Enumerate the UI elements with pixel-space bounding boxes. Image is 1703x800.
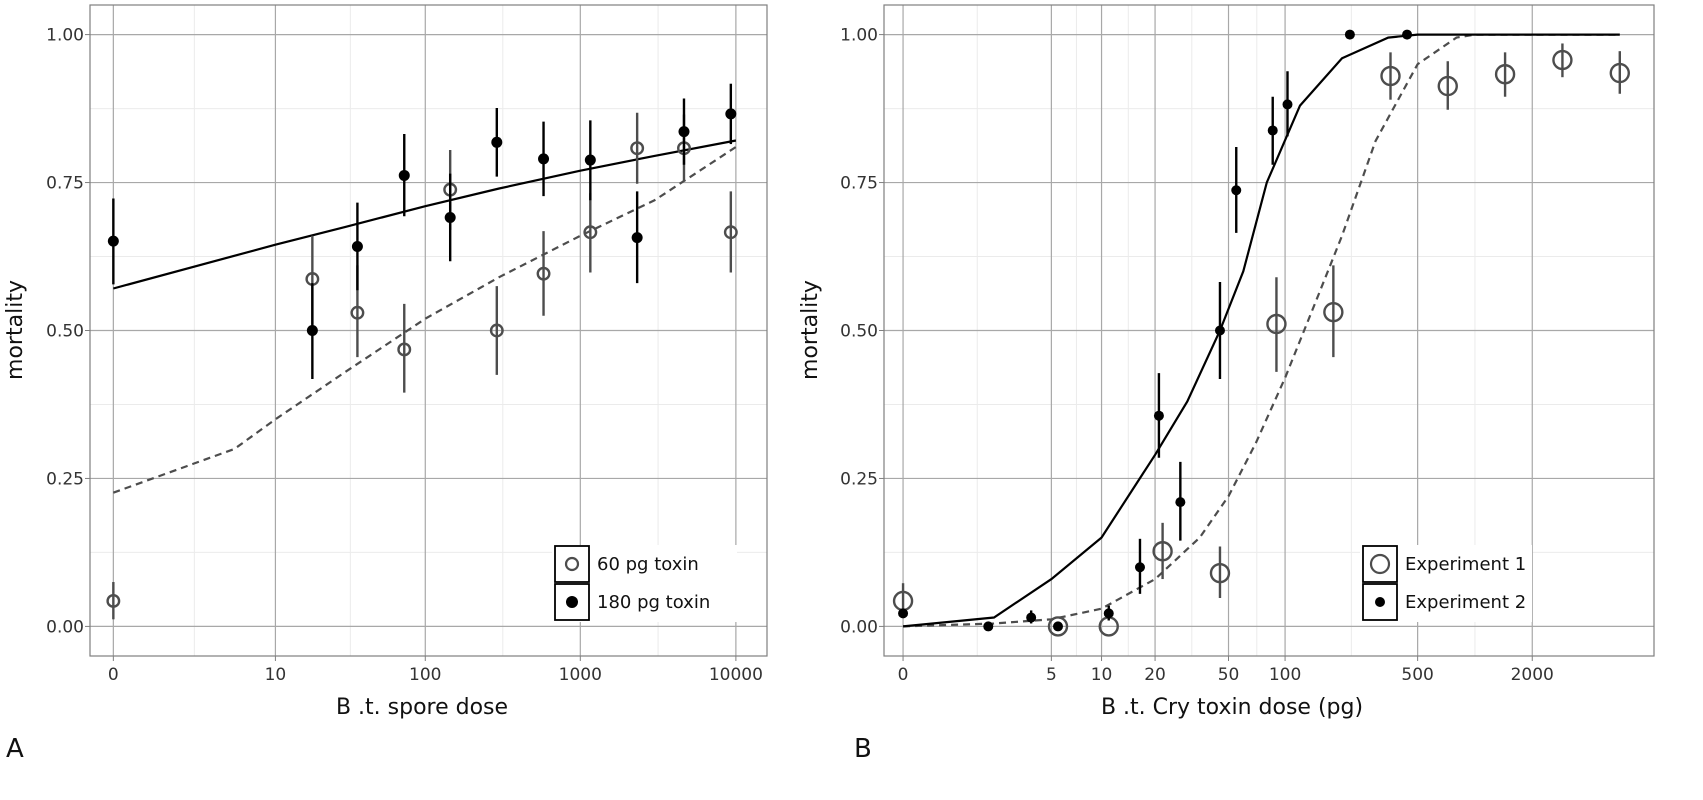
data-point-open — [892, 590, 914, 612]
y-tick-label: 0.25 — [840, 469, 878, 489]
data-point-filled — [1026, 612, 1037, 623]
data-point-filled — [1175, 497, 1186, 508]
x-axis-title: B .t. Cry toxin dose (pg) — [1101, 695, 1363, 720]
legend-marker-filled — [566, 596, 578, 608]
legend-label: Experiment 1 — [1405, 554, 1526, 575]
data-point-filled — [1153, 410, 1164, 421]
legend-marker-open — [564, 556, 580, 572]
data-point-open — [1609, 62, 1630, 84]
data-point-filled — [306, 325, 318, 336]
x-tick-label: 20 — [1144, 665, 1166, 685]
data-point-open — [1380, 65, 1401, 87]
data-point-filled — [538, 153, 550, 165]
x-tick-label: 1000 — [559, 665, 602, 685]
x-tick-label: 500 — [1401, 665, 1433, 685]
data-point-filled — [584, 154, 596, 166]
data-point-open — [1209, 562, 1231, 584]
data-point-filled — [398, 169, 410, 181]
legend: Experiment 1 Experiment 2 — [1360, 545, 1532, 622]
panel-label: B — [854, 734, 872, 764]
data-point-open — [583, 225, 598, 240]
data-point-filled — [1134, 562, 1145, 573]
data-point-open — [1437, 75, 1458, 97]
x-tick-label: 10 — [1091, 665, 1113, 685]
panel-label: A — [6, 734, 24, 764]
data-point-filled — [1402, 29, 1413, 40]
x-tick-label: 2000 — [1511, 665, 1554, 685]
x-tick-label: 0 — [898, 665, 909, 685]
data-point-open — [1047, 616, 1069, 637]
y-tick-label: 0.75 — [840, 174, 878, 194]
y-tick-label: 0.50 — [840, 322, 878, 342]
data-point-open — [1552, 49, 1573, 71]
legend-marker-filled — [1375, 597, 1385, 607]
data-point-open — [1152, 541, 1173, 562]
legend-label: Experiment 2 — [1405, 592, 1526, 613]
panel-b: 0.00 0.25 0.50 0.75 1.00 0 5 10 20 50 100 500 2000 B … — [798, 4, 1655, 764]
y-tick-label: 0.50 — [46, 322, 84, 342]
data-point-open — [1494, 64, 1516, 85]
data-point-open — [305, 272, 320, 286]
legend-key-box — [554, 545, 590, 583]
data-point-filled — [1214, 325, 1225, 336]
x-tick-label: 10 — [265, 665, 287, 685]
fit-curve-solid — [902, 33, 1620, 628]
y-tick-label: 0.25 — [46, 469, 84, 489]
y-tick-label: 0.00 — [46, 617, 84, 637]
fit-curve-dashed — [112, 146, 737, 494]
data-point-open — [106, 594, 121, 608]
fit-curve-solid — [113, 139, 737, 290]
data-point-open — [397, 342, 412, 357]
x-tick-label: 0 — [108, 665, 119, 685]
legend-label: 180 pg toxin — [597, 592, 710, 613]
x-tick-label: 100 — [1269, 665, 1301, 685]
legend-marker-open — [1369, 553, 1391, 575]
data-point-filled — [678, 126, 690, 138]
y-axis-title: mortality — [798, 280, 823, 380]
y-tick-label: 1.00 — [840, 26, 878, 46]
data-point-open — [489, 323, 504, 338]
data-point-filled — [107, 235, 119, 247]
data-point-open — [1323, 301, 1344, 323]
data-point-open — [723, 225, 738, 240]
fit-curve-dashed — [903, 33, 1620, 628]
data-point-open — [630, 141, 645, 156]
data-point-filled — [1103, 608, 1114, 619]
data-point-filled — [898, 608, 909, 619]
y-tick-label: 0.75 — [46, 174, 84, 194]
data-point-filled — [351, 240, 363, 252]
data-point-filled — [1267, 125, 1278, 136]
data-point-filled — [631, 232, 643, 244]
panel-a: 0.00 0.25 0.50 0.75 1.00 0 10 100 1000 10000 B .t.… — [3, 4, 768, 764]
y-tick-label: 1.00 — [46, 26, 84, 46]
data-point-filled — [983, 621, 994, 632]
x-tick-label: 5 — [1046, 665, 1057, 685]
data-point-filled — [1052, 621, 1063, 632]
x-tick-label: 10000 — [709, 665, 763, 685]
data-point-open — [350, 305, 365, 320]
data-point-filled — [1231, 185, 1242, 196]
x-axis-title: B .t. spore dose — [336, 695, 508, 720]
y-axis-title: mortality — [3, 280, 28, 380]
y-tick-label: 0.00 — [840, 617, 878, 637]
data-point-open — [1266, 313, 1287, 335]
data-point-filled — [1282, 99, 1293, 110]
data-point-filled — [444, 211, 456, 223]
data-point-filled — [725, 108, 737, 120]
legend-key-box — [1362, 545, 1398, 583]
x-tick-label: 100 — [409, 665, 441, 685]
legend-label: 60 pg toxin — [597, 554, 699, 575]
x-tick-label: 50 — [1218, 665, 1240, 685]
data-point-filled — [491, 136, 503, 148]
legend: 60 pg toxin 180 pg toxin — [552, 545, 737, 622]
data-point-open — [536, 266, 551, 281]
data-point-filled — [1344, 29, 1355, 40]
